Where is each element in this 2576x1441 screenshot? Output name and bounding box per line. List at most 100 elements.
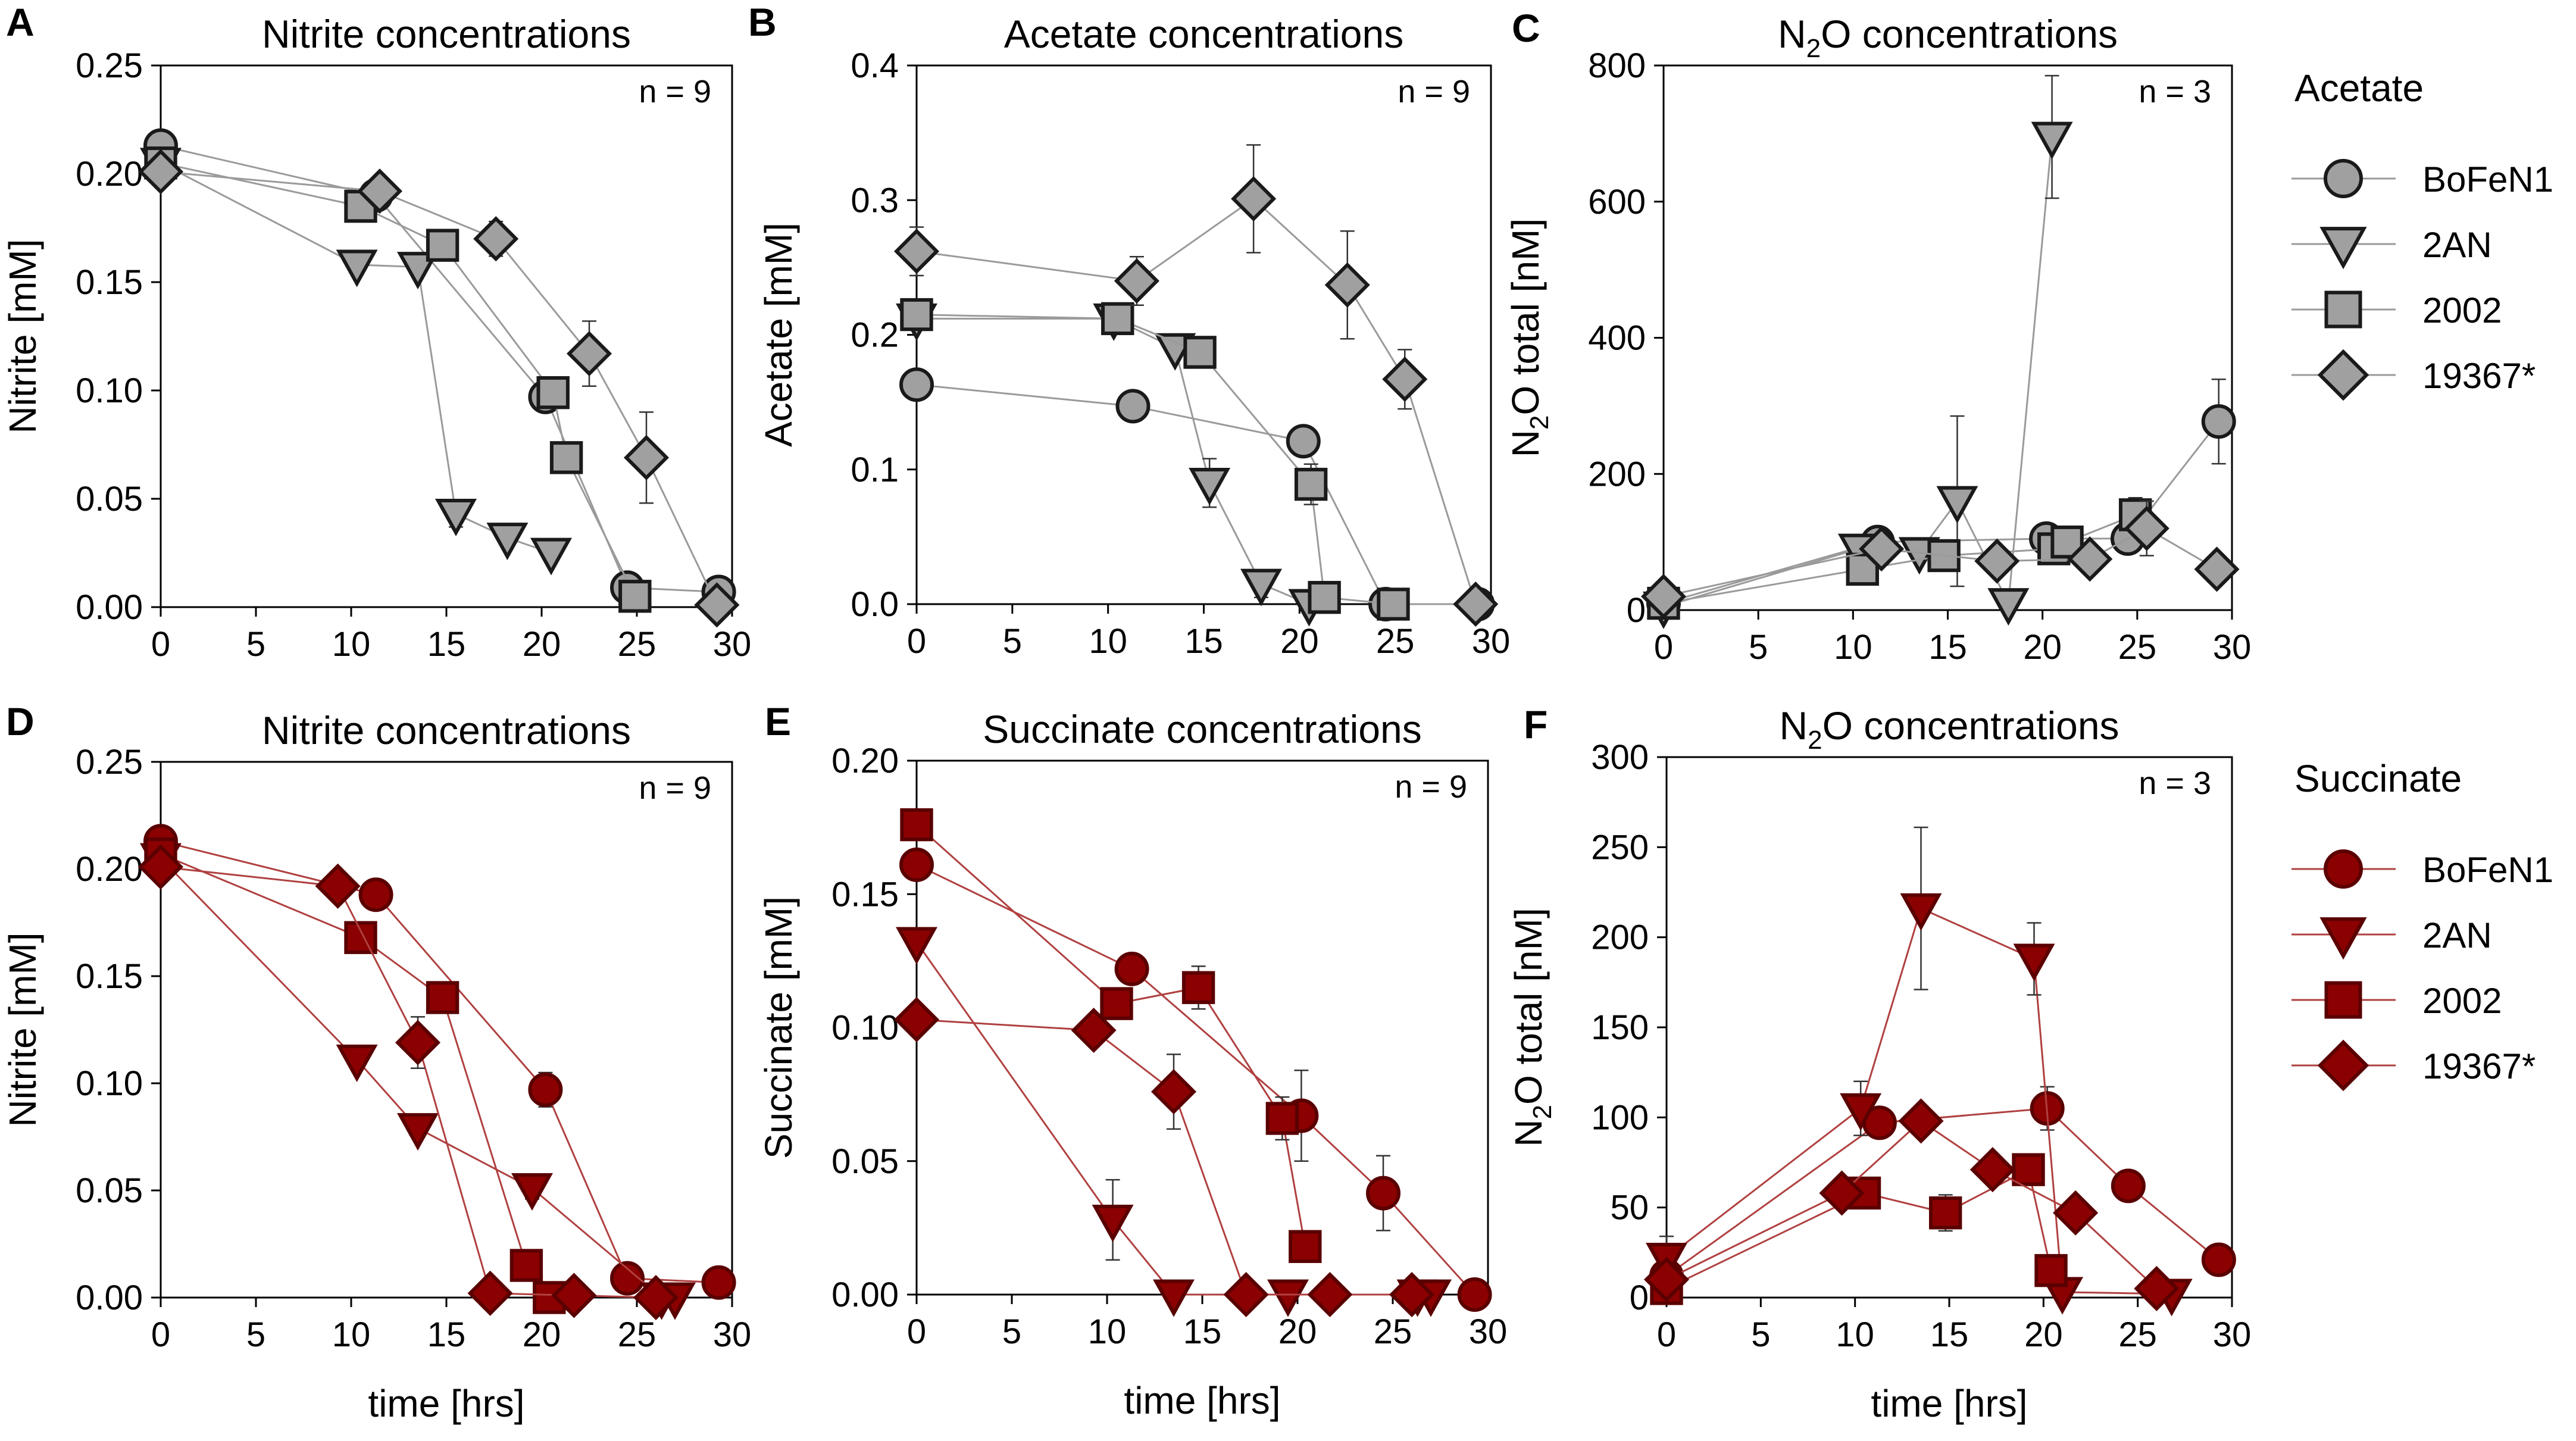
title-subscript: 2 [1806, 34, 1821, 63]
x-tick-label: 5 [1002, 1312, 1021, 1351]
y-tick-label: 600 [1588, 183, 1646, 221]
series-line [160, 857, 675, 1299]
sample-size-annotation: n = 3 [2139, 765, 2211, 801]
x-tick-label: 10 [1088, 1312, 1127, 1351]
panel-b: 0 5 10 15 20 25 30 0.0 0.1 0.2 0.3 0.4 Acetate conce… [748, 0, 1510, 661]
data-point-diamond [137, 844, 184, 890]
data-point-circle [1366, 1176, 1400, 1211]
y-tick-label: 300 [1591, 738, 1649, 777]
data-point-triangle-down [1936, 486, 1978, 524]
x-tick-label: 10 [1836, 1315, 1874, 1354]
y-tick-label: 0.00 [76, 588, 143, 627]
data-point-diamond [1859, 526, 1905, 572]
data-point-diamond [623, 435, 670, 480]
data-point-circle [1115, 389, 1151, 424]
data-point-circle [528, 1072, 563, 1107]
x-axis-label: time [hrs] [1124, 1379, 1280, 1422]
series-19367 [893, 144, 1499, 627]
x-tick-label: 30 [2213, 1315, 2252, 1354]
data-point-diamond [1223, 1271, 1269, 1318]
y-tick-label: 400 [1588, 319, 1646, 358]
data-point-triangle-down [397, 1113, 439, 1151]
y-tick-label: 50 [1610, 1189, 1649, 1227]
data-point-diamond [357, 168, 403, 214]
series-19367 [893, 997, 1435, 1318]
series-line [1663, 136, 2053, 608]
ylabel-subscript: 2 [1528, 1105, 1557, 1119]
series-2an [896, 303, 1330, 627]
data-point-circle [1457, 1277, 1492, 1312]
legend-label: BoFeN1 [2422, 850, 2553, 890]
data-point-diamond [1974, 538, 2020, 584]
series-line [160, 162, 636, 597]
y-tick-label: 0.0 [851, 585, 899, 624]
data-point-diamond [2067, 536, 2113, 582]
x-tick-label: 15 [1930, 1315, 1969, 1354]
data-point-circle [899, 367, 934, 402]
data-point-triangle-down [336, 1044, 378, 1082]
y-axis-label: N2O total [nM] [1507, 908, 1557, 1146]
y-tick-label: 0.4 [851, 46, 899, 85]
data-point-diamond [1231, 176, 1277, 222]
data-point-diamond [1307, 1271, 1353, 1318]
data-point-diamond [893, 229, 940, 274]
panel-d: 0 5 10 15 20 25 30 0.00 0.05 0.10 0.15 0.20 0.25 Nitr… [1, 699, 751, 1425]
data-point-triangle-down [435, 499, 477, 537]
data-point-diamond [1389, 1271, 1435, 1318]
data-point-triangle-down [1092, 1204, 1134, 1242]
panel-title: Acetate concentrations [1004, 12, 1403, 56]
x-tick-label: 0 [907, 1312, 926, 1351]
x-tick-label: 5 [1749, 628, 1768, 667]
x-tick-label: 10 [1089, 622, 1127, 661]
legend-marker-square [2324, 981, 2362, 1019]
y-tick-label: 0.05 [76, 480, 143, 518]
data-point-diamond [1643, 1256, 1690, 1302]
data-point-diamond [1898, 1098, 1944, 1144]
legend-marker-diamond [2317, 1039, 2369, 1092]
data-point-square [426, 229, 459, 262]
data-point-diamond [1969, 1147, 2015, 1193]
x-axis-label: time [hrs] [368, 1382, 524, 1425]
y-tick-label: 0.10 [831, 1009, 899, 1048]
legend-entry: 2002 [2291, 290, 2502, 330]
data-point-triangle-down [486, 523, 529, 561]
x-tick-label: 30 [713, 625, 752, 664]
data-point-circle [1114, 951, 1149, 986]
data-point-square [2012, 1153, 2045, 1186]
legend-marker-square [2324, 290, 2362, 329]
title-part: N [1779, 704, 1808, 748]
series-2002 [144, 146, 652, 613]
legend-entry: 2AN [2291, 915, 2492, 960]
y-tick-label: 0.10 [76, 371, 143, 410]
y-tick-label: 0.15 [76, 957, 143, 996]
x-tick-label: 20 [1278, 1312, 1317, 1351]
data-point-diamond [1819, 1170, 1865, 1216]
x-tick-label: 25 [1374, 1312, 1412, 1351]
panel-title: N2O concentrations [1779, 704, 2119, 755]
series-2an [140, 843, 696, 1320]
series-19367 [1643, 1098, 2180, 1311]
series-2an [1646, 826, 2193, 1317]
legend-marker-circle [2324, 159, 2363, 198]
series-line [1666, 1120, 2158, 1289]
plot-frame [160, 761, 733, 1299]
x-tick-label: 30 [2213, 628, 2252, 667]
series-line [160, 170, 718, 606]
x-tick-label: 0 [151, 625, 170, 664]
x-tick-label: 20 [523, 1315, 561, 1354]
y-tick-label: 0.25 [76, 743, 143, 782]
data-point-triangle-down [2013, 943, 2055, 981]
x-tick-label: 10 [332, 625, 371, 664]
title-part: O concentrations [1822, 704, 2119, 748]
sample-size-annotation: n = 9 [1395, 769, 1467, 805]
y-tick-label: 0.05 [831, 1142, 899, 1181]
data-point-circle [2201, 404, 2236, 439]
panel-letter: C [1512, 6, 1540, 50]
series-line [916, 383, 1478, 605]
data-point-triangle-down [896, 927, 937, 965]
data-point-diamond [633, 1274, 679, 1321]
data-point-square [618, 580, 652, 613]
